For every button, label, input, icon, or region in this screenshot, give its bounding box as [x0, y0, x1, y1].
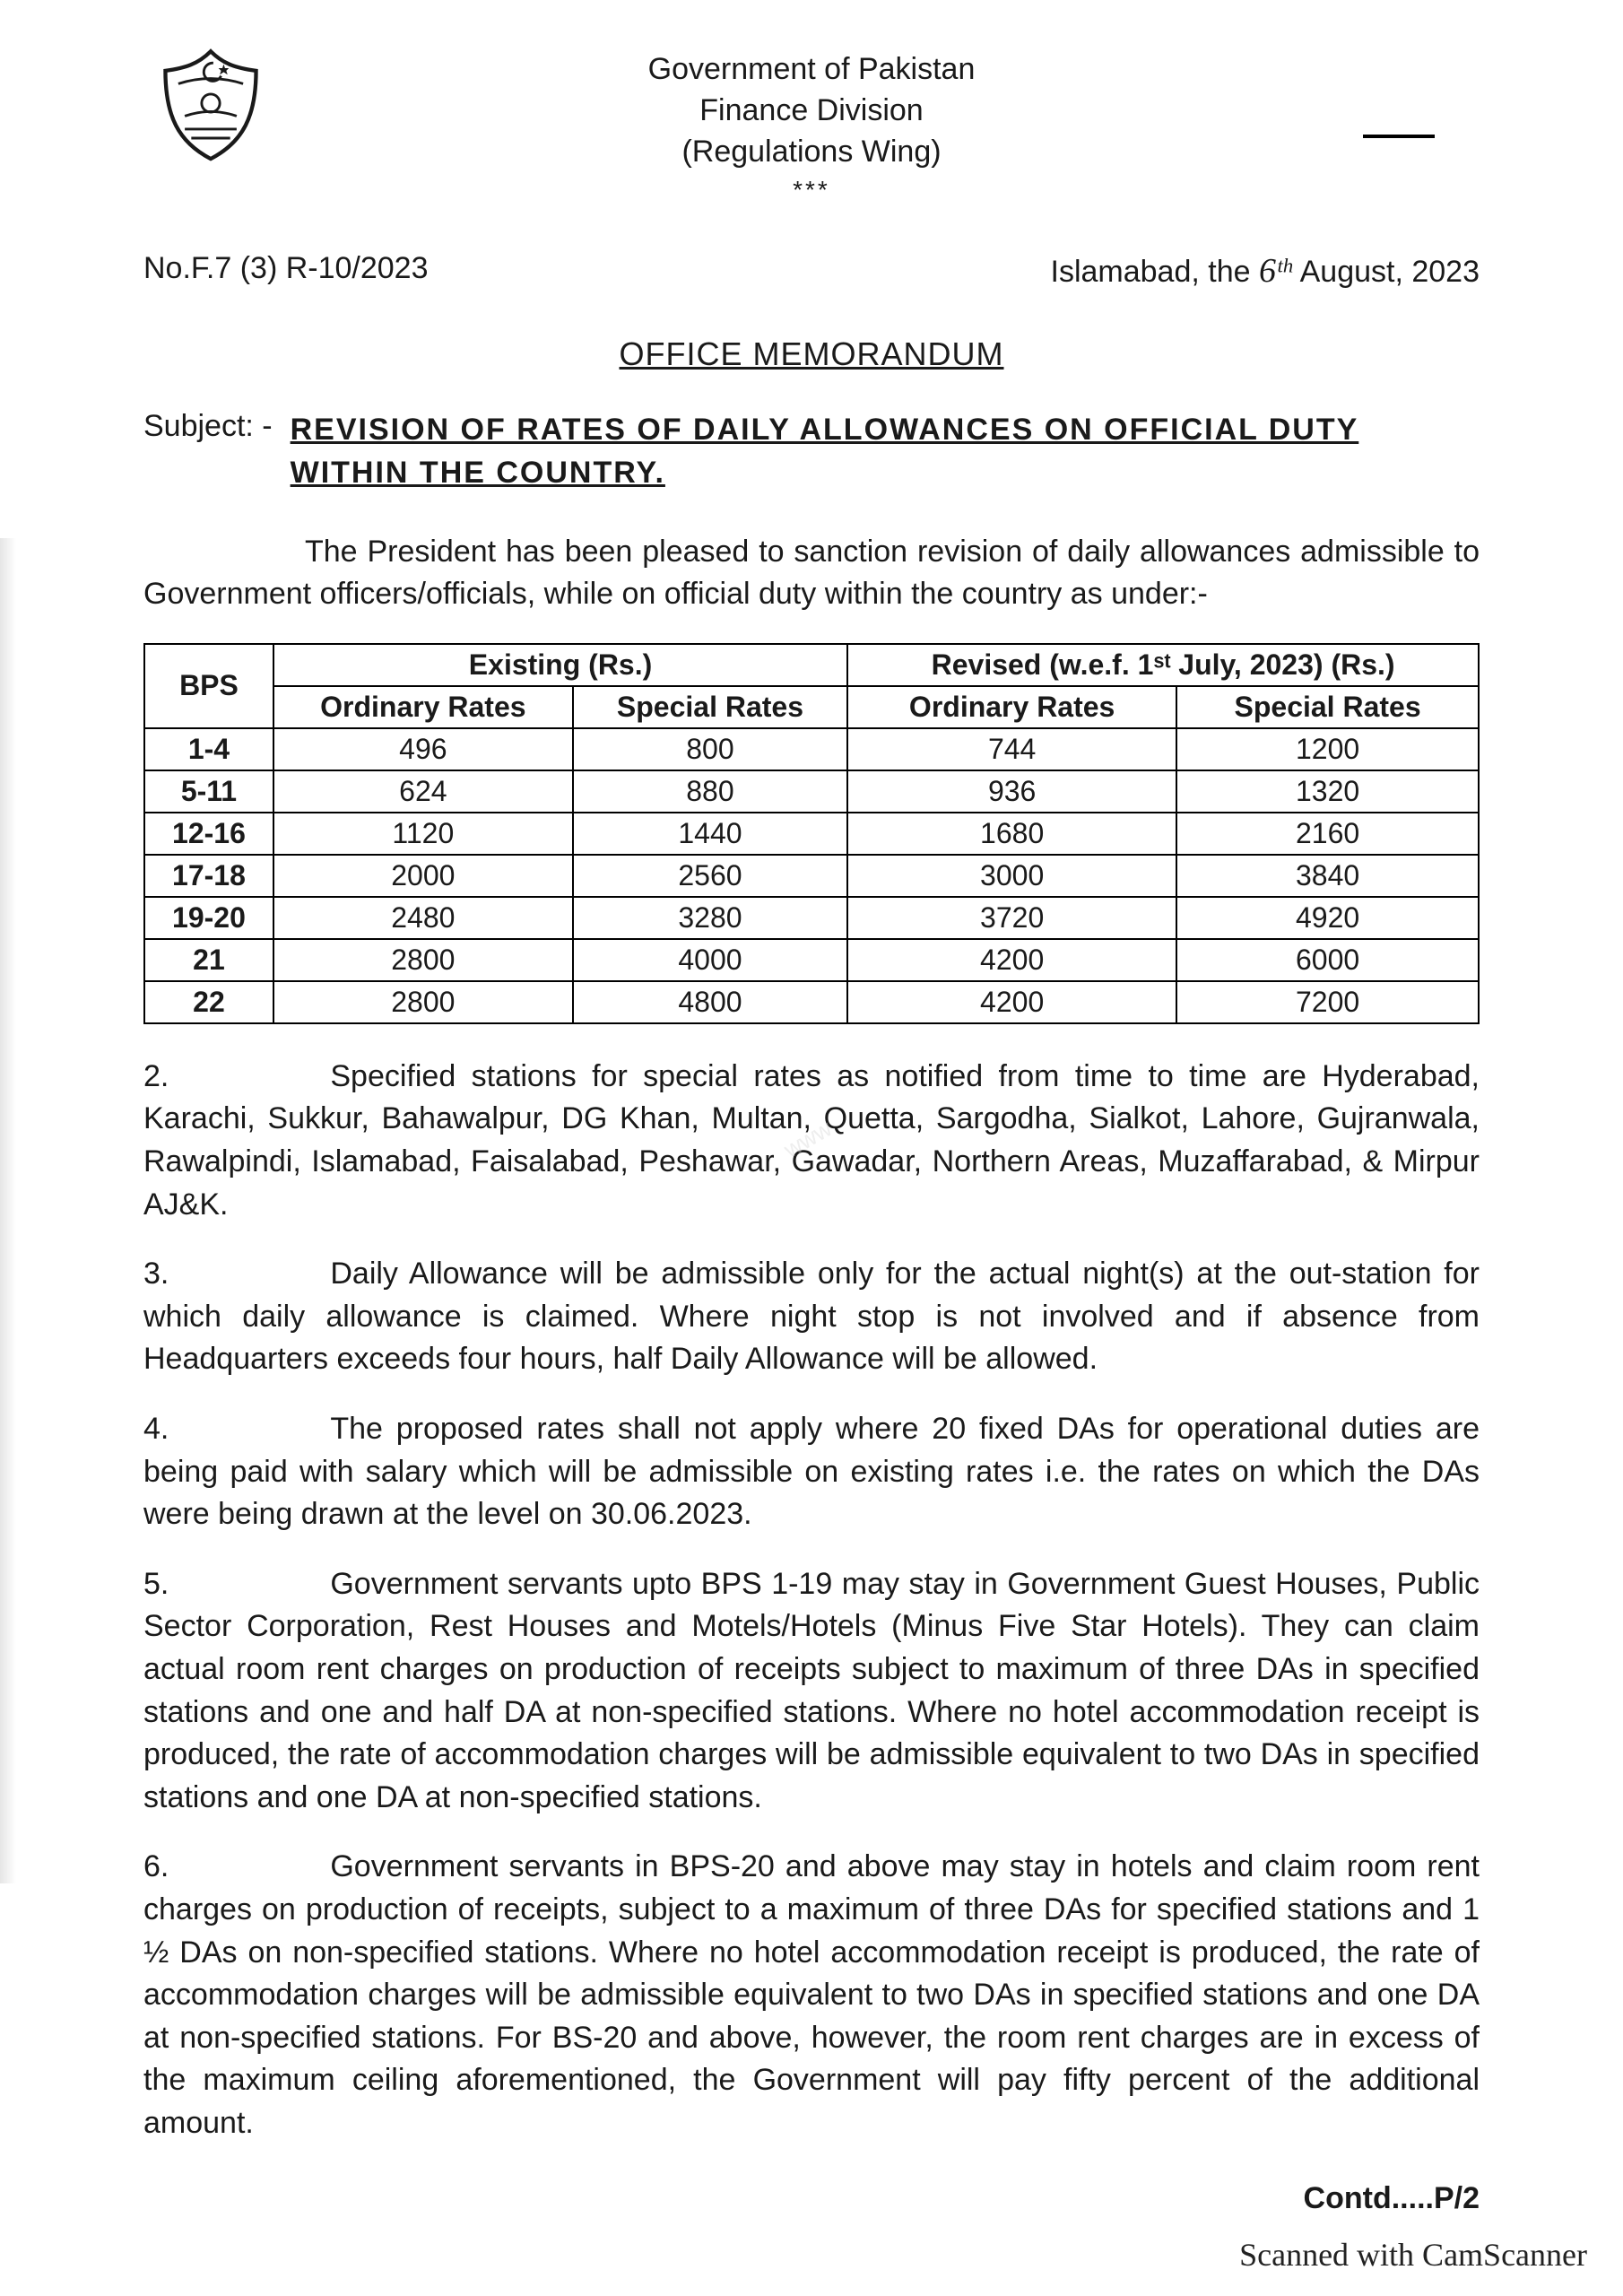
cell-bps: 5-11	[144, 770, 273, 813]
table-row: 5-116248809361320	[144, 770, 1479, 813]
para6-text: Government servants in BPS-20 and above …	[143, 1849, 1480, 2140]
memo-title: OFFICE MEMORANDUM	[143, 335, 1480, 373]
cell-value: 2000	[273, 855, 573, 897]
col-revised: Revised (w.e.f. 1ˢᵗ July, 2023) (Rs.)	[847, 644, 1479, 686]
paragraph-1: The President has been pleased to sancti…	[143, 531, 1480, 616]
num2: 2.	[143, 1059, 169, 1093]
date-month: August, 2023	[1300, 255, 1480, 290]
continued-label: Contd.....P/2	[143, 2181, 1480, 2216]
header-rule	[1363, 135, 1435, 138]
cell-value: 2800	[273, 981, 573, 1023]
cell-value: 1120	[273, 813, 573, 855]
cell-value: 7200	[1176, 981, 1479, 1023]
cell-value: 3720	[847, 897, 1176, 939]
header-line1: Government of Pakistan	[143, 49, 1480, 91]
table-row: 12-161120144016802160	[144, 813, 1479, 855]
paragraph-2: 2.Specified stations for special rates a…	[143, 1056, 1480, 1226]
letterhead: Government of Pakistan Finance Division …	[143, 45, 1480, 206]
cell-value: 6000	[1176, 939, 1479, 981]
cell-bps: 1-4	[144, 728, 273, 770]
table-row: 17-182000256030003840	[144, 855, 1479, 897]
header-line2: Finance Division	[143, 91, 1480, 132]
cell-value: 1200	[1176, 728, 1479, 770]
cell-value: 800	[573, 728, 847, 770]
subject-text: REVISION OF RATES OF DAILY ALLOWANCES ON…	[291, 409, 1480, 494]
col-existing-spec: Special Rates	[573, 686, 847, 728]
table-row: 1-44968007441200	[144, 728, 1479, 770]
para2-text: Specified stations for special rates as …	[143, 1059, 1480, 1222]
header-line3: (Regulations Wing)	[143, 132, 1480, 173]
header-stars: ***	[143, 173, 1480, 207]
table-row: 222800480042007200	[144, 981, 1479, 1023]
reference-row: No.F.7 (3) R-10/2023 Islamabad, the 6ᵗʰ …	[143, 251, 1480, 291]
cell-bps: 22	[144, 981, 273, 1023]
cell-value: 3000	[847, 855, 1176, 897]
subject-row: Subject: - REVISION OF RATES OF DAILY AL…	[143, 409, 1480, 494]
date-block: Islamabad, the 6ᵗʰ August, 2023	[1051, 251, 1480, 291]
col-revised-ord: Ordinary Rates	[847, 686, 1176, 728]
cell-bps: 17-18	[144, 855, 273, 897]
cell-value: 1320	[1176, 770, 1479, 813]
cell-value: 1680	[847, 813, 1176, 855]
cell-value: 4800	[573, 981, 847, 1023]
scan-shadow	[0, 538, 16, 1883]
state-emblem-icon	[143, 45, 278, 161]
paragraph-6: 6.Government servants in BPS-20 and abov…	[143, 1846, 1480, 2144]
paragraph-3: 3.Daily Allowance will be admissible onl…	[143, 1253, 1480, 1381]
cell-value: 496	[273, 728, 573, 770]
para3-text: Daily Allowance will be admissible only …	[143, 1257, 1480, 1376]
cell-value: 880	[573, 770, 847, 813]
cell-value: 2800	[273, 939, 573, 981]
cell-value: 624	[273, 770, 573, 813]
cell-value: 4920	[1176, 897, 1479, 939]
num6: 6.	[143, 1849, 169, 1883]
col-existing: Existing (Rs.)	[273, 644, 847, 686]
para4-text: The proposed rates shall not apply where…	[143, 1412, 1480, 1531]
cell-value: 2560	[573, 855, 847, 897]
paragraph-5: 5.Government servants upto BPS 1-19 may …	[143, 1563, 1480, 1820]
cell-bps: 12-16	[144, 813, 273, 855]
date-place: Islamabad, the	[1051, 255, 1251, 290]
num5: 5.	[143, 1567, 169, 1601]
cell-value: 2160	[1176, 813, 1479, 855]
cell-bps: 19-20	[144, 897, 273, 939]
cell-value: 744	[847, 728, 1176, 770]
rates-table-body: 1-449680074412005-11624880936132012-1611…	[144, 728, 1479, 1023]
para1-text: The President has been pleased to sancti…	[143, 535, 1480, 612]
paragraph-4: 4.The proposed rates shall not apply whe…	[143, 1408, 1480, 1536]
cell-value: 1440	[573, 813, 847, 855]
para5-text: Government servants upto BPS 1-19 may st…	[143, 1567, 1480, 1814]
col-revised-spec: Special Rates	[1176, 686, 1479, 728]
table-row: 212800400042006000	[144, 939, 1479, 981]
cell-value: 4000	[573, 939, 847, 981]
num3: 3.	[143, 1257, 169, 1291]
document-page: Government of Pakistan Finance Division …	[0, 0, 1623, 2252]
cell-value: 4200	[847, 939, 1176, 981]
col-existing-ord: Ordinary Rates	[273, 686, 573, 728]
cell-value: 2480	[273, 897, 573, 939]
cell-value: 3280	[573, 897, 847, 939]
scanner-watermark: Scanned with CamScanner	[1239, 2236, 1587, 2274]
cell-value: 4200	[847, 981, 1176, 1023]
rates-table: BPS Existing (Rs.) Revised (w.e.f. 1ˢᵗ J…	[143, 643, 1480, 1024]
cell-value: 3840	[1176, 855, 1479, 897]
subject-label: Subject: -	[143, 409, 291, 494]
cell-bps: 21	[144, 939, 273, 981]
table-row: 19-202480328037204920	[144, 897, 1479, 939]
cell-value: 936	[847, 770, 1176, 813]
date-handwritten: 6ᵗʰ	[1259, 252, 1291, 290]
col-bps: BPS	[144, 644, 273, 728]
reference-number: No.F.7 (3) R-10/2023	[143, 251, 429, 291]
num4: 4.	[143, 1412, 169, 1446]
